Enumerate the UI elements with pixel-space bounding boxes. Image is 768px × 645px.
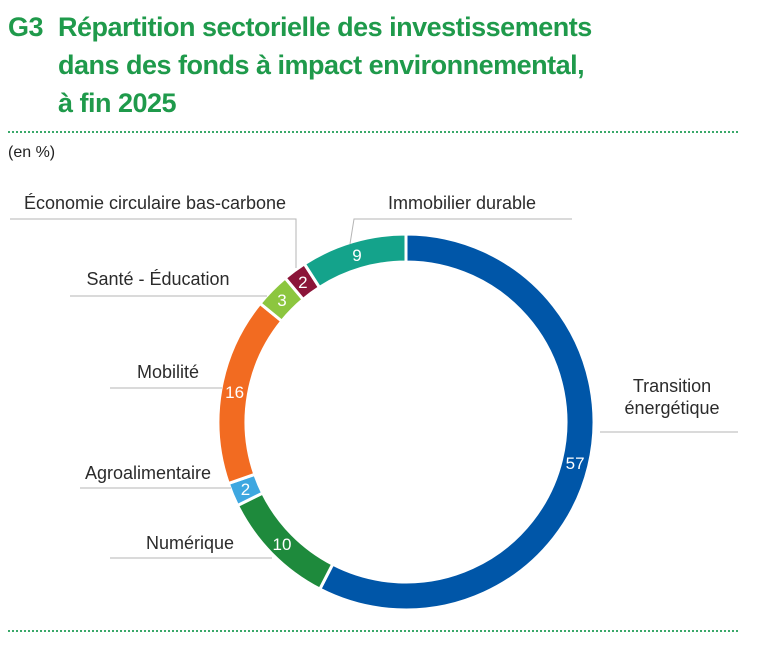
chart-title-block: G3 Répartition sectorielle des investiss… xyxy=(8,8,758,122)
category-label-numerique: Numérique xyxy=(146,533,234,553)
chart-title-line: dans des fonds à impact environnemental, xyxy=(58,50,585,80)
category-label-immobilier-durable: Immobilier durable xyxy=(388,193,536,213)
value-label-transition-energetique: 57 xyxy=(566,454,585,473)
value-label-immobilier-durable: 9 xyxy=(352,246,361,265)
slice-transition-energetique xyxy=(317,232,596,612)
chart-title: Répartition sectorielle des investisseme… xyxy=(58,8,592,122)
value-label-sante-education: 3 xyxy=(277,291,286,310)
slice-labels: Transition énergétique Numérique Agroalimen… xyxy=(24,193,720,553)
value-label-mobilite: 16 xyxy=(225,383,244,402)
category-label-economie-circulaire-bas-carbone: Économie circulaire bas-carbone xyxy=(24,193,286,213)
category-label-agroalimentaire: Agroalimentaire xyxy=(85,463,211,483)
unit-label: (en %) xyxy=(8,144,56,161)
value-label-agroalimentaire: 2 xyxy=(241,480,250,499)
label-leader-lines xyxy=(10,218,738,559)
top-divider xyxy=(8,131,738,133)
leader-line-economie-circulaire-bas-carbone xyxy=(10,218,297,268)
category-label-mobilite: Mobilité xyxy=(137,362,199,382)
value-label-economie-circulaire-bas-carbone: 2 xyxy=(298,273,307,292)
chart-title-line: à fin 2025 xyxy=(58,88,177,118)
figure-number: G3 xyxy=(8,12,44,42)
category-label-sante-education: Santé - Éducation xyxy=(86,269,229,289)
leader-line-immobilier-durable xyxy=(349,218,572,245)
value-label-numerique: 10 xyxy=(273,535,292,554)
bottom-divider xyxy=(8,630,738,632)
category-label-transition-energetique: Transition énergétique xyxy=(624,376,719,418)
donut-slices xyxy=(216,232,596,612)
slice-immobilier-durable xyxy=(302,232,408,290)
chart-title-line: Répartition sectorielle des investisseme… xyxy=(58,12,592,42)
